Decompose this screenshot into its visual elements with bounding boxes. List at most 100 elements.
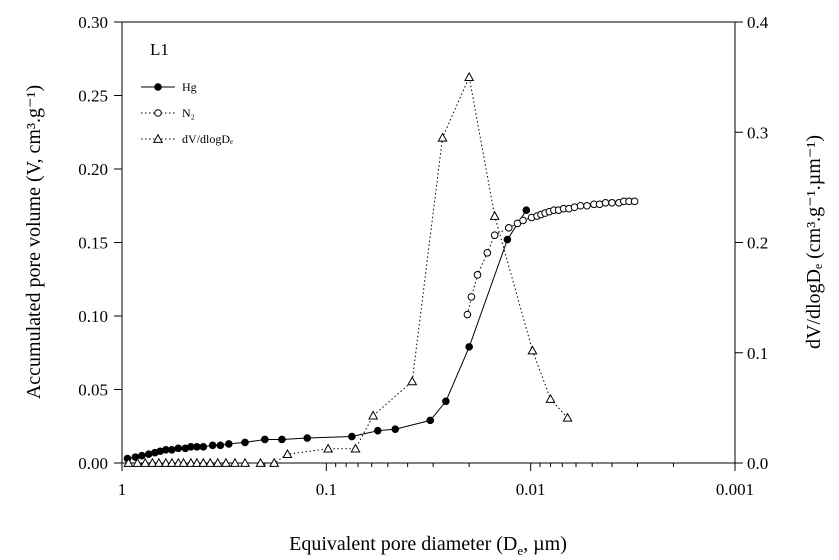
data-point: [407, 376, 418, 386]
series-line: [127, 209, 527, 460]
x-tick-label: 1: [118, 480, 127, 499]
data-point: [185, 457, 196, 467]
x-axis-ticks: 1 0.1 0.01 0.001: [118, 463, 754, 499]
data-point: [504, 224, 513, 232]
y-right-tick-label: 0.4: [747, 13, 769, 32]
series-2: [123, 71, 573, 467]
data-point: [174, 444, 183, 453]
x-tick-label: 0.001: [716, 480, 754, 499]
y-right-axis-ticks: 0.0 0.1 0.2 0.3 0.4: [735, 13, 769, 473]
data-point: [160, 457, 171, 467]
data-point: [442, 397, 450, 406]
x-tick-label: 0.01: [516, 480, 546, 499]
y-left-tick-label: 0.10: [78, 307, 108, 326]
data-point: [437, 132, 448, 142]
data-point: [467, 293, 476, 301]
data-point: [216, 441, 225, 450]
data-point: [583, 201, 591, 210]
data-point: [193, 443, 201, 451]
x-axis-title-main: Equivalent pore diameter (D: [289, 533, 517, 555]
data-point: [426, 416, 435, 425]
data-point: [373, 426, 382, 435]
data-point: [368, 410, 379, 420]
data-point: [153, 457, 164, 467]
y-left-tick-label: 0.05: [78, 381, 108, 400]
data-point: [282, 448, 293, 459]
legend-marker: [154, 109, 162, 117]
data-point: [178, 457, 189, 467]
data-point: [166, 457, 177, 467]
data-point: [229, 457, 241, 467]
data-point: [463, 310, 472, 319]
data-point: [562, 412, 573, 422]
y-left-tick-label: 0.20: [78, 160, 108, 179]
data-point: [348, 432, 356, 441]
data-point: [144, 450, 153, 458]
data-point: [123, 457, 134, 467]
legend: Hg N₂ dV/dlogDₑ: [141, 80, 233, 146]
y-right-axis-title: dV/dlogDₑ (cm³.g⁻¹.µm⁻¹): [803, 135, 825, 349]
legend-marker: [152, 133, 164, 143]
data-point: [519, 216, 527, 225]
y-left-tick-label: 0.30: [78, 13, 108, 32]
panel-label: L1: [150, 40, 169, 59]
legend-marker: [154, 83, 162, 91]
data-point: [391, 425, 400, 433]
series-0: [123, 206, 531, 463]
y-right-tick-label: 0.3: [747, 123, 768, 142]
data-point: [140, 457, 151, 467]
data-point: [473, 271, 482, 279]
data-point: [601, 199, 610, 207]
data-point: [269, 457, 280, 467]
y-right-tick-label: 0.2: [747, 234, 768, 253]
data-point: [465, 343, 473, 351]
legend-label: N₂: [182, 106, 195, 120]
y-right-tick-label: 0.1: [747, 344, 768, 363]
legend-label: Hg: [182, 80, 197, 94]
y-left-tick-label: 0.00: [78, 454, 108, 473]
data-point: [191, 457, 202, 467]
y-right-tick-label: 0.0: [747, 454, 768, 473]
data-point: [489, 210, 500, 220]
data-point: [220, 457, 231, 467]
data-point: [303, 434, 312, 442]
data-point: [527, 345, 538, 355]
x-axis-title-sub: e: [517, 543, 523, 558]
data-point: [132, 457, 143, 467]
data-point: [168, 445, 176, 454]
data-point: [147, 457, 158, 467]
data-point: [205, 457, 216, 467]
x-axis-title-tail: , µm): [523, 533, 567, 555]
data-point: [490, 231, 499, 239]
y-left-tick-label: 0.15: [78, 234, 108, 253]
data-point: [323, 443, 334, 453]
data-point: [225, 440, 233, 448]
data-point: [138, 451, 146, 460]
data-point: [630, 197, 639, 206]
data-point: [503, 235, 512, 244]
y-left-axis-title: Accumulated pore volume (V, cm³.g⁻¹): [23, 85, 45, 399]
data-point: [570, 203, 579, 212]
data-point: [608, 199, 616, 207]
x-tick-label: 0.1: [316, 480, 337, 499]
data-point: [199, 443, 208, 451]
data-point: [545, 393, 556, 403]
y-left-tick-label: 0.25: [78, 87, 108, 106]
series-layer: [123, 71, 639, 467]
data-point: [522, 206, 531, 214]
data-point: [239, 457, 251, 467]
plot-frame: [121, 21, 736, 464]
data-point: [350, 443, 361, 453]
data-point: [198, 457, 209, 467]
data-point: [212, 457, 223, 467]
data-point: [278, 435, 286, 444]
y-left-axis-ticks: 0.00 0.05 0.10 0.15 0.20 0.25 0.30: [78, 13, 122, 473]
data-point: [576, 201, 585, 210]
data-point: [261, 435, 269, 444]
data-point: [241, 438, 249, 447]
x-axis-title: Equivalent pore diameter (De, µm): [289, 533, 567, 558]
data-point: [464, 71, 475, 81]
legend-label: dV/dlogDₑ: [182, 132, 233, 146]
data-point: [208, 441, 217, 450]
